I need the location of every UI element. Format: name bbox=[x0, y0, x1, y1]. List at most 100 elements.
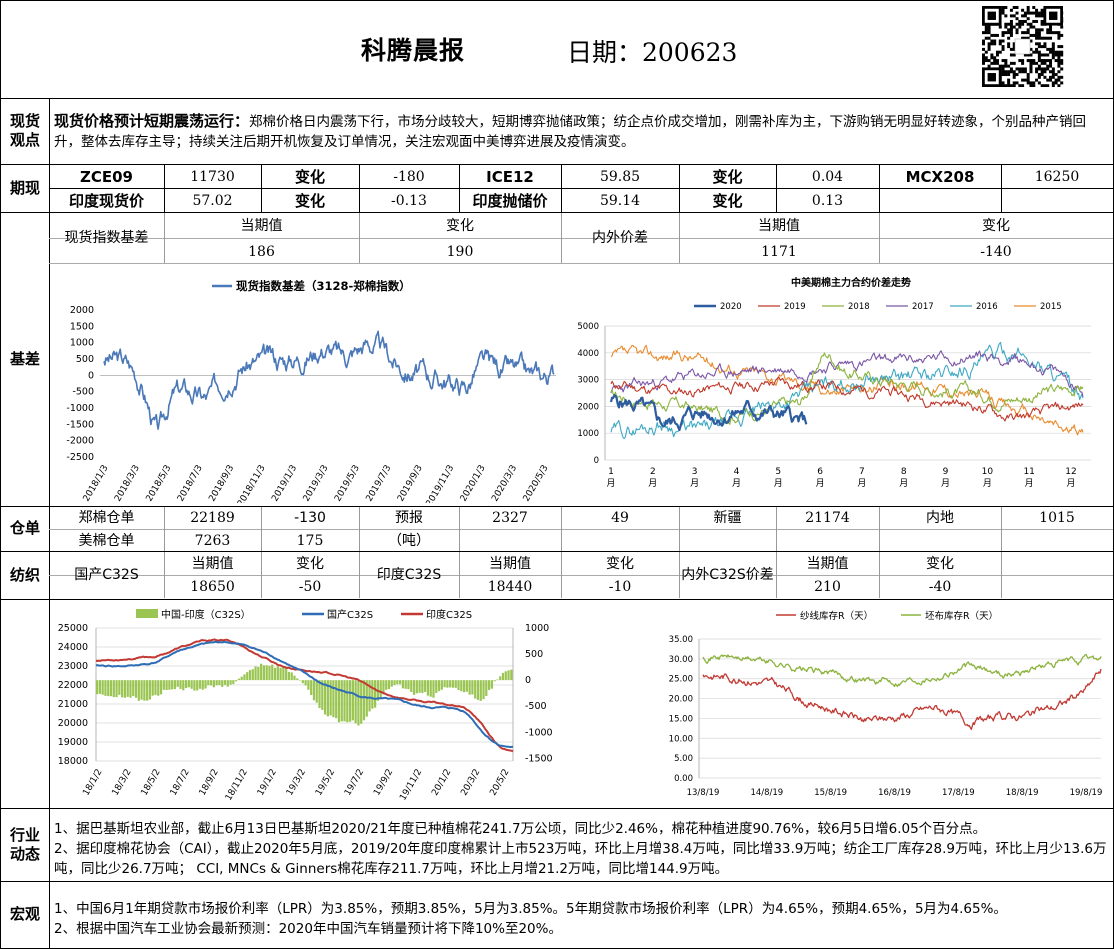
month-tick: 1 bbox=[608, 467, 614, 477]
basis-change-header: 变化 bbox=[446, 217, 474, 234]
spread-bar bbox=[187, 680, 190, 688]
spread-current-header: 当期值 bbox=[758, 217, 800, 234]
spread-bar bbox=[157, 680, 160, 696]
spread-bar bbox=[198, 680, 202, 689]
c32s-legend-2: 印度C32S bbox=[426, 608, 472, 621]
textile-b-name: 印度C32S bbox=[376, 567, 442, 583]
month-unit: 月 bbox=[983, 478, 992, 489]
spread-bar bbox=[193, 680, 196, 691]
spread-bar bbox=[260, 663, 263, 681]
y-tick-label: -1000 bbox=[66, 403, 94, 414]
x-tick-label: 19/3/2 bbox=[285, 768, 308, 798]
spread-bar bbox=[357, 680, 360, 726]
spread-bar bbox=[351, 680, 354, 721]
x-tick-label: 19/9/2 bbox=[372, 768, 395, 798]
spread-bar bbox=[396, 680, 399, 685]
spread-bar bbox=[279, 667, 282, 681]
spread-bar bbox=[335, 680, 338, 719]
domestic-c32s-line bbox=[95, 640, 514, 749]
futures-r1-cell-7: 0.04 bbox=[811, 168, 844, 185]
x-tick-label: 16/8/19 bbox=[878, 788, 911, 798]
spread-bar bbox=[173, 680, 177, 690]
y-tick-label: 500 bbox=[76, 354, 94, 365]
spread-bar bbox=[104, 680, 107, 696]
spread-bar bbox=[221, 680, 224, 687]
textile-a-current-header: 当期值 bbox=[191, 555, 234, 572]
x-tick-label: 17/8/19 bbox=[942, 788, 975, 798]
spread-bar bbox=[454, 680, 457, 688]
spread-bar bbox=[165, 680, 168, 691]
spread-bar bbox=[107, 680, 110, 697]
spread-bar bbox=[101, 680, 104, 695]
x-tick-label: 2018/5/3 bbox=[145, 464, 174, 504]
spread-bar bbox=[421, 680, 424, 694]
y2-tick-label: 1000 bbox=[525, 623, 549, 634]
y-tick-label: 20000 bbox=[58, 718, 88, 729]
spread-bar bbox=[232, 680, 235, 685]
x-tick-label: 18/8/19 bbox=[1006, 788, 1039, 798]
spread-bar bbox=[96, 680, 99, 695]
month-unit: 月 bbox=[648, 478, 657, 489]
warehouse-r1-cell-3: 预报 bbox=[395, 510, 423, 526]
spread-bar bbox=[98, 680, 102, 694]
spread-bar bbox=[162, 680, 165, 690]
spread-bar bbox=[112, 680, 115, 698]
warehouse-r2-cell-1: 7263 bbox=[194, 533, 231, 549]
y-tick-label: -1500 bbox=[66, 419, 94, 430]
futures-r1-cell-3: -180 bbox=[393, 168, 425, 185]
month-tick: 12 bbox=[1065, 467, 1076, 477]
spread-bar bbox=[374, 680, 377, 708]
section-label-warehouse: 仓单 bbox=[9, 519, 40, 537]
spread-bar bbox=[418, 680, 421, 693]
basis-change-value: 190 bbox=[446, 243, 474, 260]
spread-bar bbox=[184, 680, 188, 689]
x-tick-label: 20/5/2 bbox=[488, 768, 511, 798]
spread-bar bbox=[465, 680, 468, 692]
y-tick-label: 0.00 bbox=[674, 774, 693, 784]
spread-bar bbox=[118, 680, 121, 695]
spread-bar bbox=[487, 680, 491, 691]
report-date: 日期：200623 bbox=[567, 38, 738, 67]
y-tick-label: 4000 bbox=[577, 349, 599, 359]
spread-bar bbox=[251, 669, 254, 681]
spread-series-2020 bbox=[609, 394, 808, 432]
spread-bar bbox=[240, 676, 243, 681]
spread-series-2016 bbox=[610, 341, 1084, 440]
spread-bar bbox=[435, 680, 438, 693]
y-tick-label: 18000 bbox=[58, 756, 88, 767]
futures-r1-cell-5: 59.85 bbox=[599, 168, 641, 185]
warehouse-r1-cell-9: 1015 bbox=[1039, 510, 1075, 526]
spread-bar bbox=[329, 680, 332, 716]
x-tick-label: 19/7/2 bbox=[343, 768, 366, 798]
x-tick-label: 19/1/2 bbox=[256, 768, 279, 798]
spread-bar bbox=[223, 680, 227, 685]
x-tick-label: 2020/3/3 bbox=[490, 464, 519, 504]
spread-bar bbox=[121, 680, 124, 698]
section-label-futures: 期现 bbox=[9, 178, 40, 197]
warehouse-r1-cell-8: 内地 bbox=[926, 510, 954, 526]
month-unit: 月 bbox=[899, 478, 908, 489]
x-tick-label: 2019/9/3 bbox=[396, 464, 425, 504]
spread-bar bbox=[451, 680, 455, 688]
x-tick-label: 2019/1/3 bbox=[270, 464, 299, 504]
spread-bar bbox=[407, 680, 410, 690]
india-c32s-line bbox=[95, 638, 514, 753]
x-tick-label: 19/5/2 bbox=[314, 768, 337, 798]
x-tick-label: 2018/11/3 bbox=[236, 464, 268, 504]
spread-bar bbox=[482, 680, 485, 700]
spread-bar bbox=[151, 680, 154, 696]
yarn-inventory-line bbox=[702, 668, 1102, 731]
basis-current-header: 当期值 bbox=[240, 217, 283, 234]
spread-bar bbox=[496, 679, 499, 681]
x-tick-label: 2018/1/3 bbox=[82, 464, 111, 504]
x-tick-label: 18/9/2 bbox=[198, 768, 221, 798]
spot-body: 郑棉价格日内震荡下行，市场分歧较大，短期博弈抛储政策；纺企点价成交增加，刚需补库… bbox=[54, 114, 1087, 150]
y-tick-label: 0 bbox=[594, 456, 599, 466]
c32s-price-chart: 中国-印度（C32S） 国产C32S 印度C32S 25000 24000 23000 22… bbox=[58, 608, 553, 803]
warehouse-r1-cell-2: -130 bbox=[294, 510, 326, 526]
y-tick-label: 25.00 bbox=[669, 675, 693, 685]
futures-r1-cell-9: 16250 bbox=[1034, 168, 1080, 185]
spread-bar bbox=[196, 680, 199, 691]
spread-bar bbox=[268, 665, 271, 681]
